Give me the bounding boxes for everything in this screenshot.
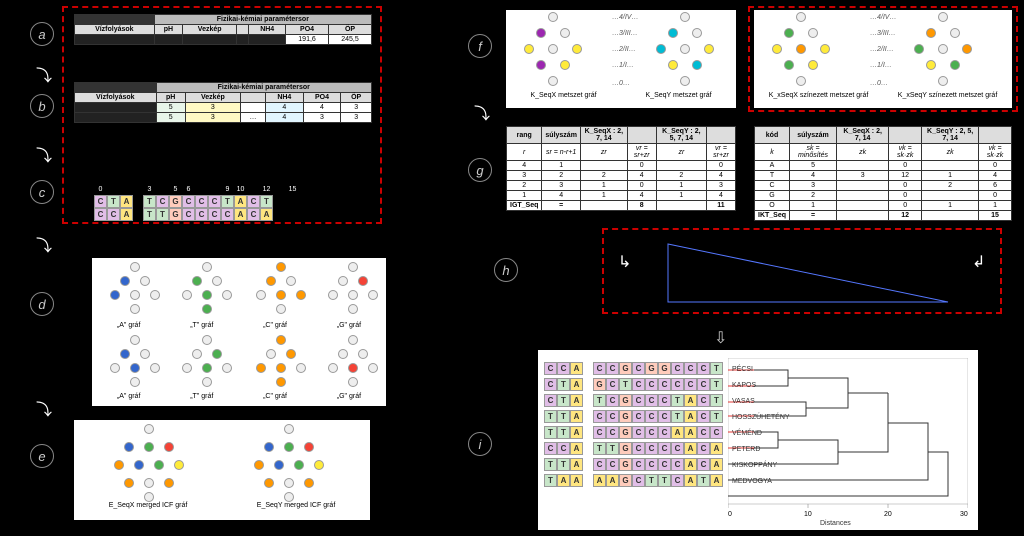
panel-f-right: K_xSeqX színezett metszet gráfK_xSeqY sz… [754, 10, 1012, 108]
sequence-rows: CTATCGCCCTACTCCATTGCCCCACA [94, 195, 299, 221]
lbl-e: e [30, 444, 54, 468]
panel-e: E_SeqX merged ICF gráfE_SeqY merged ICF … [74, 420, 370, 520]
lbl-i: i [468, 432, 492, 456]
lbl-b: b [30, 94, 54, 118]
arrow-hi: ⇩ [714, 328, 727, 348]
rowlbl-f-3: …3/III… [612, 30, 638, 37]
rowlbl-f-4: …4/IV… [612, 14, 638, 21]
svg-text:0: 0 [728, 511, 732, 518]
panel-a: Fizikai-kémiai paramétersor Vízfolyásokp… [74, 14, 372, 68]
table-b: Fizikai-kémiai paramétersor Vízfolyásokp… [74, 82, 372, 123]
arrow-h-l: ↳ [618, 252, 631, 272]
panel-d: „A" gráf„T" gráf„C" gráf„G" gráf „A" grá… [92, 258, 386, 406]
table-g2: kódsúlyszámK_SeqX : 2, 7, 14K_SeqY : 2, … [754, 126, 1012, 221]
rowlbl-f2-1: …1/I… [870, 62, 892, 69]
arrow-fg: ⤵ [474, 100, 490, 124]
rowlbl-f-1: …1/I… [612, 62, 634, 69]
panel-f-left: K_SeqX metszet gráfK_SeqY metszet gráf [506, 10, 736, 108]
arrow-h-r: ↲ [972, 252, 985, 272]
lbl-d: d [30, 292, 54, 316]
lbl-a: a [30, 22, 54, 46]
panel-b: Fizikai-kémiai paramétersor Vízfolyásokp… [74, 82, 372, 142]
sequence-list-i: CCACCGCGGCCCTCTAGCTCCCCCCTCTATCGCCCTACTT… [544, 362, 723, 490]
panel-c: 0 3 5 6 9 10 12 15 CTATCGCCCTACTCCATTGCC… [94, 186, 299, 221]
triangle-h [648, 236, 968, 308]
dendrogram: 0 10 20 30 [728, 358, 968, 518]
svg-text:10: 10 [804, 511, 812, 518]
arrow-ab: ⤵ [36, 62, 52, 86]
panel-g2: kódsúlyszámK_SeqX : 2, 7, 14K_SeqY : 2, … [754, 126, 1012, 221]
lbl-c: c [30, 180, 54, 204]
arrow-bc: ⤵ [36, 142, 52, 166]
table-a: Fizikai-kémiai paramétersor Vízfolyásokp… [74, 14, 372, 45]
table-g1: rangsúlyszámK_SeqX : 2, 7, 14K_SeqY : 2,… [506, 126, 736, 211]
arrow-cd: ⤵ [36, 232, 52, 256]
panel-g1: rangsúlyszámK_SeqX : 2, 7, 14K_SeqY : 2,… [506, 126, 736, 211]
rowlbl-f2-4: …4/IV… [870, 14, 896, 21]
rowlbl-f-0: …0… [612, 80, 630, 87]
arrow-de: ⤵ [36, 396, 52, 420]
dend-xaxis: Distances [820, 520, 851, 527]
svg-text:30: 30 [960, 511, 968, 518]
lbl-g: g [468, 158, 492, 182]
rowlbl-f2-0: …0… [870, 80, 888, 87]
lbl-f: f [468, 34, 492, 58]
panel-i: CCACCGCGGCCCTCTAGCTCCCCCCTCTATCGCCCTACTT… [538, 350, 978, 530]
rowlbl-f2-2: …2/II… [870, 46, 894, 53]
rowlbl-f2-3: …3/III… [870, 30, 896, 37]
lbl-h: h [494, 258, 518, 282]
rowlbl-f-2: …2/II… [612, 46, 636, 53]
svg-text:20: 20 [884, 511, 892, 518]
